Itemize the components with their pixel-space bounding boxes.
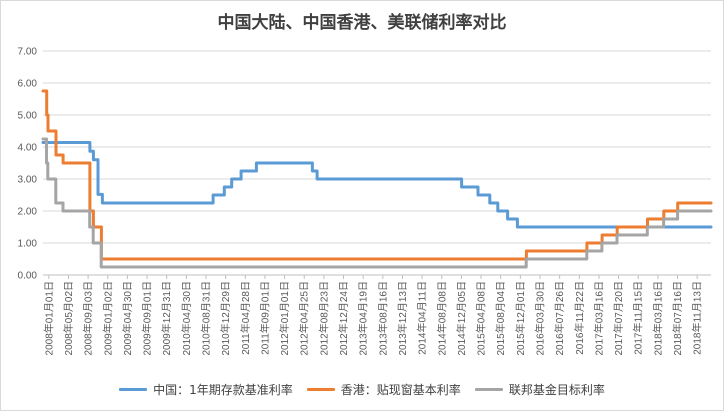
x-tick-label: 2010年04月30日 [180,281,193,356]
x-tick-label: 2017年07月20日 [612,281,625,356]
series-line-0 [41,141,713,229]
x-tick-label: 2016年03月30日 [534,281,547,356]
x-tick-label: 2009年01月02日 [101,281,114,356]
y-tick-label: 5.00 [18,111,38,122]
y-tick-label: 6.00 [18,79,38,90]
y-tick-label: 0.00 [18,271,38,282]
legend-swatch [474,388,503,391]
legend-item-0: 中国：1年期存款基准利率 [119,381,293,398]
legend-label: 中国：1年期存款基准利率 [153,383,293,397]
x-tick-label: 2012年04月25日 [298,281,311,356]
legend-item-2: 联邦基金目标利率 [474,381,605,398]
x-tick-label: 2010年12月29日 [219,281,232,356]
x-tick-label: 2011年04月28日 [239,281,252,355]
x-tick-label: 2011年09月01日 [258,281,271,355]
series-line-1 [41,89,713,261]
x-tick-label: 2017年11月15日 [632,281,645,355]
y-tick-label: 4.00 [18,143,38,154]
y-tick-label: 1.00 [18,239,38,250]
legend-label: 香港：贴现窗基本利率 [340,383,461,397]
x-tick-label: 2018年07月16日 [671,281,684,356]
x-tick-label: 2013年12月13日 [396,281,409,356]
x-tick-label: 2009年04月30日 [121,281,134,356]
x-tick-label: 2018年03月16日 [651,281,664,356]
x-tick-label: 2012年01月01日 [278,281,291,356]
x-tick-label: 2009年09月01日 [141,281,154,356]
y-tick-label: 2.00 [18,207,38,218]
x-tick-label: 2010年08月31日 [200,281,213,356]
chart-title: 中国大陆、中国香港、美联储利率对比 [217,13,507,33]
x-tick-label: 2014年08月08日 [435,281,448,356]
x-tick-label: 2016年11月22日 [573,281,586,355]
x-tick-label: 2016年07月26日 [553,281,566,356]
x-tick-label: 2008年05月02日 [62,281,75,356]
legend-swatch [306,388,335,391]
legend-item-1: 香港：贴现窗基本利率 [306,381,461,398]
x-tick-label: 2015年08月04日 [494,281,507,356]
series-line-2 [41,137,713,269]
x-tick-label: 2013年04月19日 [357,281,370,356]
x-tick-label: 2008年01月01日 [42,281,55,356]
x-tick-label: 2013年08月16日 [376,281,389,356]
x-tick-label: 2012年08月23日 [317,281,330,356]
chart-legend: 中国：1年期存款基准利率 香港：贴现窗基本利率 联邦基金目标利率 [0,381,724,398]
x-tick-label: 2015年04月08日 [475,281,488,356]
x-tick-label: 2008年09月03日 [82,281,95,356]
legend-swatch [119,388,148,391]
x-tick-label: 2015年12月01日 [514,281,527,356]
x-tick-label: 2012年12月24日 [337,281,350,356]
x-tick-label: 2017年03月16日 [592,281,605,356]
x-tick-label: 2018年11月13日 [691,281,704,355]
x-tick-label: 2009年12月31日 [160,281,173,356]
legend-label: 联邦基金目标利率 [508,383,605,397]
x-tick-label: 2014年12月05日 [455,281,468,356]
y-tick-label: 7.00 [18,47,38,58]
x-tick-label: 2014年04月11日 [416,281,429,355]
y-tick-label: 3.00 [18,175,38,186]
